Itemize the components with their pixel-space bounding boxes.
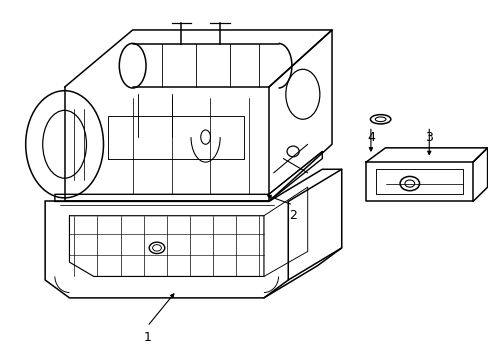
Text: 3: 3 [425, 131, 432, 144]
Text: 2: 2 [288, 209, 296, 222]
Text: 4: 4 [366, 131, 374, 144]
Text: 1: 1 [143, 331, 151, 344]
